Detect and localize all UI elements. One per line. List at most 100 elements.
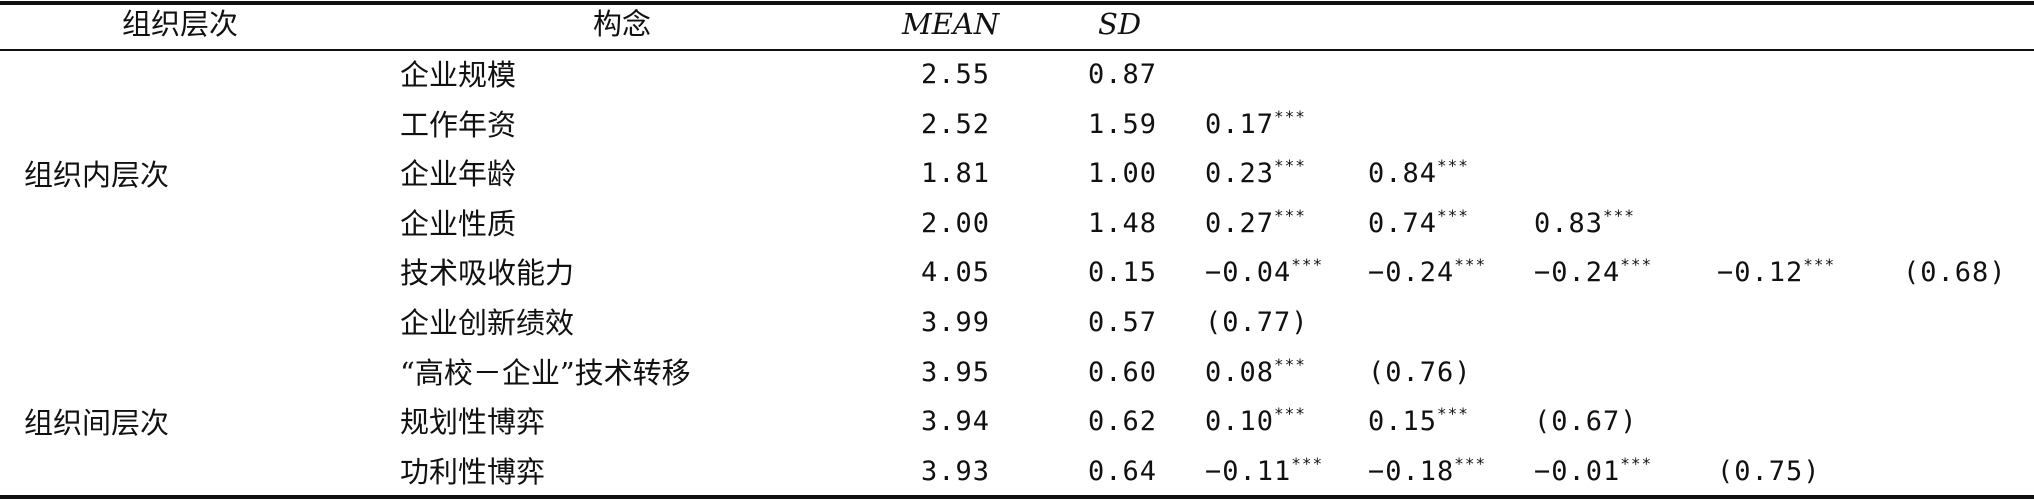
sd-text: 0.57 (1088, 307, 1158, 338)
correlation-cell: 0.84*** (1368, 154, 1469, 197)
mean-text: 3.99 (921, 307, 991, 338)
correlation-value: (0.68) (1903, 257, 2007, 288)
mean-text: 2.00 (921, 208, 991, 239)
mean-value: 2.00 (921, 204, 990, 244)
construct-name: 企业性质 (400, 204, 516, 244)
mean-text: 1.81 (921, 158, 991, 189)
header-construct: 构念 (593, 7, 652, 41)
correlation-value: 0.83 (1534, 208, 1604, 239)
correlation-cell: −0.18*** (1368, 452, 1486, 495)
mean-value: 3.95 (921, 353, 990, 393)
correlation-value: 0.27 (1205, 208, 1275, 239)
correlation-value: 0.23 (1205, 158, 1275, 189)
sd-value: 0.62 (1088, 402, 1157, 442)
significance-marker: *** (1454, 454, 1487, 473)
mean-value: 3.99 (921, 303, 990, 343)
mean-value: 4.05 (921, 253, 990, 293)
construct-label: 企业创新绩效 (400, 306, 575, 340)
correlation-value: 0.08 (1205, 357, 1275, 388)
correlation-value: −0.01 (1534, 456, 1621, 487)
sd-value: 1.00 (1088, 154, 1157, 194)
correlation-cell: 0.74*** (1368, 204, 1469, 247)
construct-label: 企业规模 (400, 58, 517, 92)
mean-text: 3.93 (921, 456, 991, 487)
sd-text: 0.15 (1088, 257, 1158, 288)
significance-marker: *** (1437, 206, 1469, 225)
construct-label: 企业性质 (400, 207, 517, 241)
correlation-cell: 0.23*** (1205, 154, 1306, 197)
mean-value: 3.94 (921, 402, 990, 442)
sd-value: 0.15 (1088, 253, 1157, 293)
correlation-cell: −0.11*** (1205, 452, 1323, 495)
mean-value: 2.55 (921, 55, 990, 95)
construct-name: “高校－企业”技术转移 (400, 353, 691, 393)
significance-marker: *** (1274, 156, 1306, 175)
mean-text: 2.55 (921, 59, 991, 90)
correlation-cell: −0.04*** (1205, 253, 1323, 296)
significance-marker: *** (1620, 255, 1653, 274)
correlation-cell: (0.68) (1903, 253, 2007, 293)
correlation-cell: 0.08*** (1205, 353, 1306, 396)
mean-text: 2.52 (921, 109, 991, 140)
correlation-cell: 0.27*** (1205, 204, 1306, 247)
sd-value: 0.87 (1088, 55, 1157, 95)
header-sd: SD (1098, 7, 1142, 41)
construct-label: 功利性博弈 (400, 455, 546, 489)
correlation-value: −0.24 (1368, 257, 1455, 288)
construct-label: “高校－企业”技术转移 (400, 356, 691, 390)
correlation-cell: 0.83*** (1534, 204, 1635, 247)
correlation-value: −0.24 (1534, 257, 1621, 288)
correlation-cell: 0.17*** (1205, 105, 1306, 148)
group-label-within: 组织内层次 (24, 158, 170, 192)
correlation-value: −0.18 (1368, 456, 1455, 487)
sd-value: 0.60 (1088, 353, 1157, 393)
mean-text: 3.94 (921, 406, 991, 437)
sd-text: 0.87 (1088, 59, 1158, 90)
correlation-value: (0.76) (1368, 357, 1472, 388)
significance-marker: *** (1437, 156, 1469, 175)
significance-marker: *** (1291, 255, 1324, 274)
header-level: 组织层次 (122, 7, 239, 41)
correlation-value: (0.67) (1534, 406, 1638, 437)
sd-text: 0.62 (1088, 406, 1158, 437)
significance-marker: *** (1803, 255, 1836, 274)
mean-text: 4.05 (921, 257, 991, 288)
construct-name: 企业年龄 (400, 154, 516, 194)
construct-label: 规划性博弈 (400, 405, 546, 439)
construct-label: 工作年资 (400, 108, 517, 142)
mean-value: 1.81 (921, 154, 990, 194)
correlation-value: −0.12 (1717, 257, 1804, 288)
construct-name: 功利性博弈 (400, 452, 545, 492)
construct-label: 企业年龄 (400, 157, 517, 191)
correlation-cell: 0.10*** (1205, 402, 1306, 445)
sd-value: 1.48 (1088, 204, 1157, 244)
sd-text: 0.64 (1088, 456, 1158, 487)
significance-marker: *** (1274, 404, 1306, 423)
mean-text: 3.95 (921, 357, 991, 388)
mean-value: 2.52 (921, 105, 990, 145)
sd-value: 1.59 (1088, 105, 1157, 145)
correlation-value: 0.17 (1205, 109, 1275, 140)
correlation-cell: −0.24*** (1368, 253, 1486, 296)
header-mean: MEAN (902, 7, 1000, 41)
construct-name: 企业创新绩效 (400, 303, 574, 343)
correlation-cell: −0.01*** (1534, 452, 1652, 495)
sd-text: 1.48 (1088, 208, 1158, 239)
group-label-between: 组织间层次 (24, 406, 170, 440)
correlation-value: 0.84 (1368, 158, 1438, 189)
significance-marker: *** (1274, 107, 1306, 126)
correlation-cell: (0.67) (1534, 402, 1638, 442)
correlation-cell: −0.12*** (1717, 253, 1835, 296)
construct-name: 工作年资 (400, 105, 516, 145)
correlation-cell: (0.76) (1368, 353, 1472, 393)
significance-marker: *** (1274, 206, 1306, 225)
significance-marker: *** (1437, 404, 1469, 423)
header-rule (0, 49, 2034, 51)
sd-value: 0.57 (1088, 303, 1157, 343)
correlation-value: 0.15 (1368, 406, 1438, 437)
significance-marker: *** (1274, 355, 1306, 374)
correlation-value: 0.10 (1205, 406, 1275, 437)
significance-marker: *** (1620, 454, 1653, 473)
correlation-value: (0.77) (1205, 307, 1309, 338)
